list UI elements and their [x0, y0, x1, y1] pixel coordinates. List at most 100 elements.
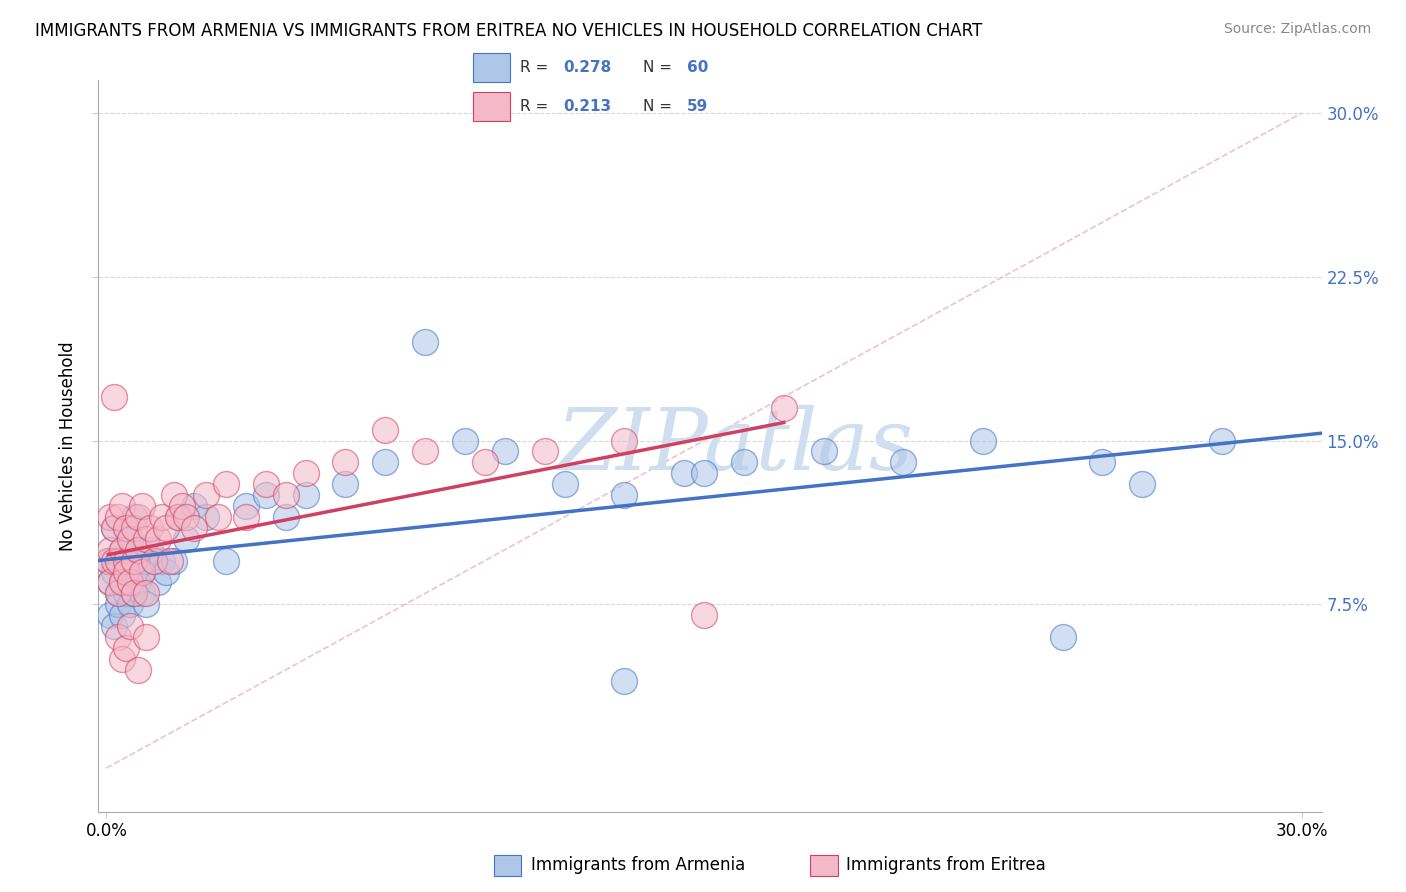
- Point: [613, 488, 636, 502]
- Point: [111, 575, 134, 590]
- Point: [150, 510, 173, 524]
- Point: [131, 586, 153, 600]
- Point: [693, 467, 716, 481]
- Point: [115, 554, 138, 568]
- Point: [127, 575, 149, 590]
- Point: [120, 575, 142, 590]
- Text: R =: R =: [520, 99, 553, 114]
- Point: [111, 542, 134, 557]
- Point: [107, 586, 129, 600]
- Point: [733, 455, 755, 469]
- Point: [673, 467, 696, 481]
- Point: [195, 488, 218, 502]
- Point: [100, 608, 122, 623]
- Point: [111, 652, 134, 666]
- Point: [124, 521, 146, 535]
- Point: [103, 554, 125, 568]
- Point: [972, 434, 994, 448]
- Bar: [810, 855, 838, 876]
- Point: [148, 532, 170, 546]
- Point: [127, 542, 149, 557]
- Point: [167, 510, 190, 524]
- Point: [1091, 455, 1114, 469]
- Point: [120, 619, 142, 633]
- Point: [97, 554, 120, 568]
- Point: [274, 510, 297, 524]
- Point: [195, 510, 218, 524]
- Point: [115, 554, 138, 568]
- Point: [1211, 434, 1233, 448]
- Point: [127, 663, 149, 677]
- Point: [103, 521, 125, 535]
- Point: [143, 554, 166, 568]
- Point: [131, 565, 153, 579]
- Point: [163, 488, 186, 502]
- Text: 60: 60: [686, 60, 709, 75]
- Point: [135, 554, 157, 568]
- Point: [813, 444, 835, 458]
- Point: [148, 575, 170, 590]
- Point: [107, 586, 129, 600]
- Point: [127, 542, 149, 557]
- Bar: [474, 92, 510, 120]
- Point: [215, 477, 238, 491]
- Point: [124, 586, 146, 600]
- Point: [494, 444, 516, 458]
- Point: [100, 510, 122, 524]
- Point: [183, 521, 205, 535]
- Point: [294, 488, 316, 502]
- Point: [1130, 477, 1153, 491]
- Text: 0.278: 0.278: [562, 60, 612, 75]
- Point: [135, 630, 157, 644]
- Point: [100, 542, 122, 557]
- Bar: [474, 54, 510, 82]
- Point: [174, 532, 197, 546]
- Point: [374, 455, 396, 469]
- Point: [135, 597, 157, 611]
- Point: [124, 554, 146, 568]
- Point: [139, 542, 162, 557]
- Point: [335, 455, 357, 469]
- Point: [413, 444, 436, 458]
- Point: [103, 565, 125, 579]
- Point: [124, 554, 146, 568]
- Text: IMMIGRANTS FROM ARMENIA VS IMMIGRANTS FROM ERITREA NO VEHICLES IN HOUSEHOLD CORR: IMMIGRANTS FROM ARMENIA VS IMMIGRANTS FR…: [35, 22, 983, 40]
- Point: [120, 597, 142, 611]
- Point: [183, 499, 205, 513]
- Point: [120, 532, 142, 546]
- Text: Immigrants from Eritrea: Immigrants from Eritrea: [846, 856, 1046, 874]
- Point: [172, 499, 194, 513]
- Point: [139, 521, 162, 535]
- Point: [613, 673, 636, 688]
- Point: [135, 532, 157, 546]
- Point: [294, 467, 316, 481]
- Point: [335, 477, 357, 491]
- Point: [120, 565, 142, 579]
- Text: 59: 59: [686, 99, 709, 114]
- Text: 0.213: 0.213: [562, 99, 612, 114]
- Point: [693, 608, 716, 623]
- Point: [174, 510, 197, 524]
- Point: [155, 521, 177, 535]
- Point: [235, 499, 257, 513]
- Point: [120, 532, 142, 546]
- Point: [155, 565, 177, 579]
- Point: [474, 455, 496, 469]
- Point: [135, 586, 157, 600]
- Point: [115, 586, 138, 600]
- Point: [131, 565, 153, 579]
- Text: N =: N =: [644, 99, 678, 114]
- Point: [235, 510, 257, 524]
- Point: [107, 554, 129, 568]
- Point: [215, 554, 238, 568]
- Point: [143, 554, 166, 568]
- Point: [891, 455, 914, 469]
- Point: [207, 510, 229, 524]
- Point: [127, 510, 149, 524]
- Point: [111, 499, 134, 513]
- Point: [254, 477, 277, 491]
- Point: [413, 335, 436, 350]
- Point: [167, 510, 190, 524]
- Point: [454, 434, 477, 448]
- Text: N =: N =: [644, 60, 678, 75]
